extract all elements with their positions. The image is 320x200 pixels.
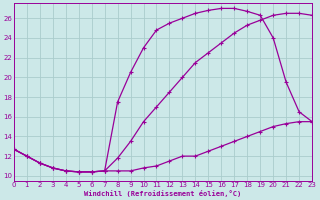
X-axis label: Windchill (Refroidissement éolien,°C): Windchill (Refroidissement éolien,°C): [84, 190, 242, 197]
